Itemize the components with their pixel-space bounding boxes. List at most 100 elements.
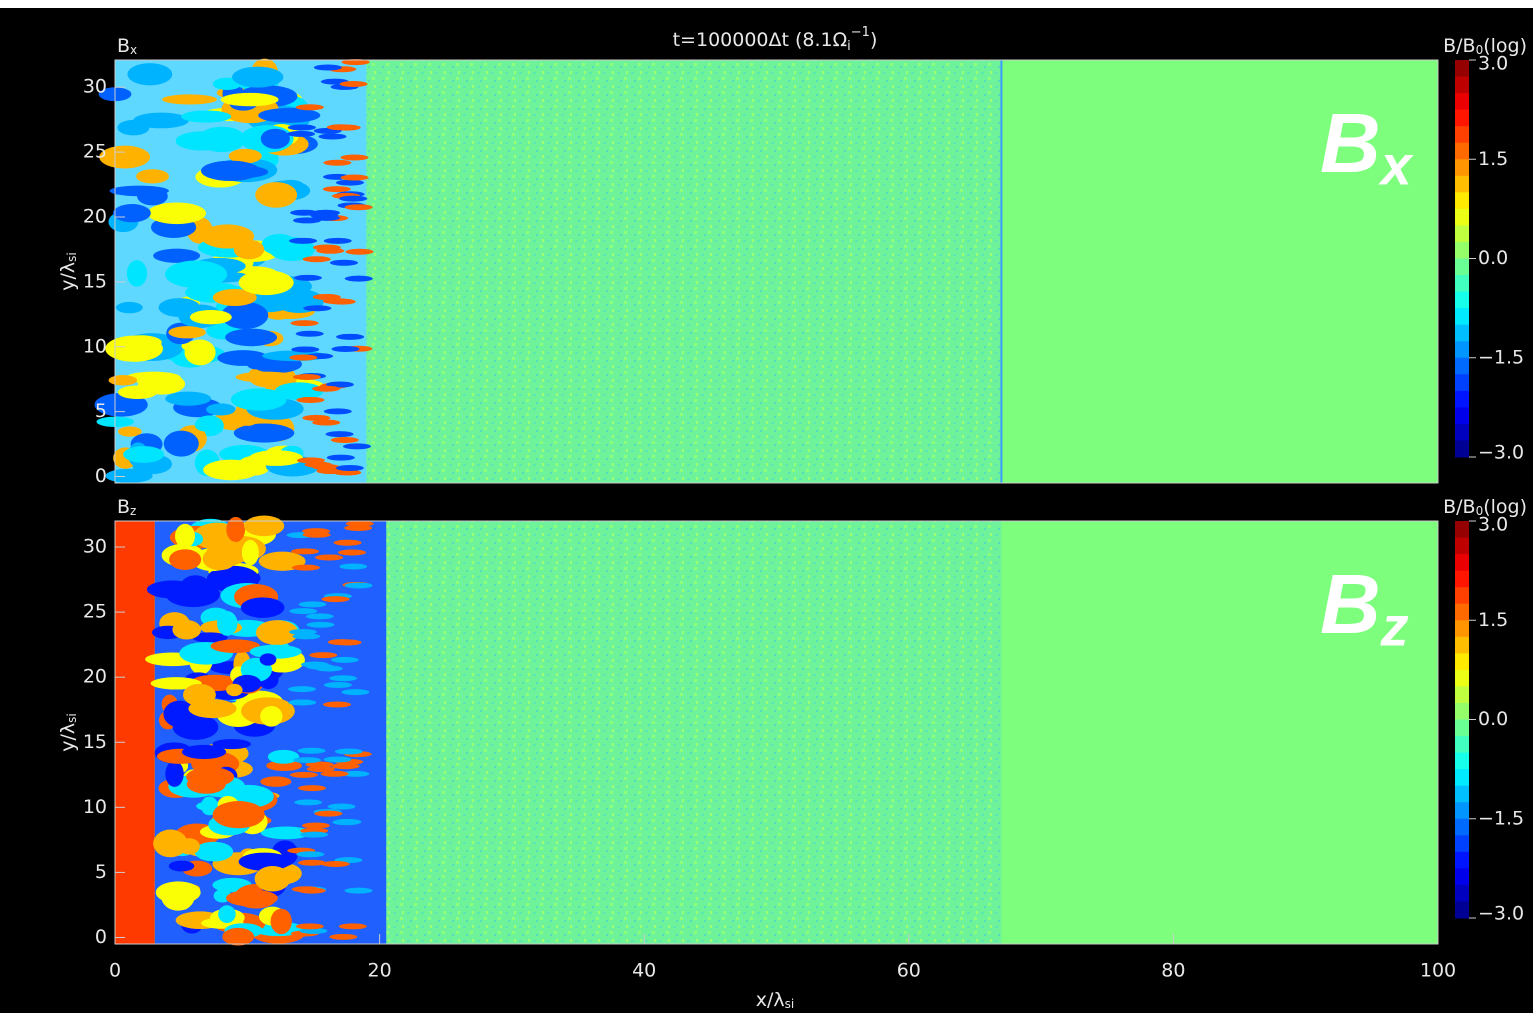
field-blob <box>249 450 303 466</box>
field-stripe <box>332 819 361 826</box>
field-blob <box>212 739 251 750</box>
colorbar-step <box>1455 357 1469 375</box>
title-end: ) <box>870 29 877 51</box>
field-stripe <box>300 831 329 838</box>
field-blob <box>137 187 168 206</box>
field-blob <box>183 683 216 707</box>
field-stripe <box>338 923 367 930</box>
field-stripe <box>287 124 316 131</box>
field-stripe <box>312 419 341 426</box>
field-blob <box>240 597 285 618</box>
field-stripe <box>300 661 329 668</box>
field-blob <box>221 301 269 330</box>
colorbar-step <box>1455 653 1469 671</box>
colorbar-step <box>1455 636 1469 654</box>
panel-annotation: Bz <box>1320 557 1409 657</box>
colorbar-label: B/B0(log) <box>1443 496 1527 518</box>
panel-label-sub: x <box>130 43 137 57</box>
colorbar-tick-label: 3.0 <box>1478 514 1508 536</box>
field-stripe <box>289 354 318 361</box>
field-stripe <box>341 689 370 696</box>
field-stripe <box>296 396 325 403</box>
field-stripe <box>339 195 368 202</box>
colorbar-step <box>1455 308 1469 326</box>
y-tick-label: 10 <box>83 796 107 818</box>
field-stripe <box>302 256 331 263</box>
field-blob <box>255 620 299 646</box>
y-tick-label: 15 <box>83 731 107 753</box>
colorbar-tick-label: 3.0 <box>1478 53 1508 75</box>
x-axis-label: x/λsi <box>756 989 794 1011</box>
colorbar-tick-label: 0.0 <box>1478 708 1508 730</box>
colorbar-step <box>1455 570 1469 588</box>
field <box>94 58 1438 483</box>
field-noise <box>366 521 1002 944</box>
field-blob <box>218 905 236 924</box>
colorbar-step <box>1455 126 1469 144</box>
colorbar-step <box>1455 192 1469 210</box>
field-stripe <box>316 468 345 475</box>
title-sub: i <box>847 39 851 54</box>
plot-frame <box>114 520 1439 945</box>
field-blob <box>238 270 294 296</box>
x-axis-label-sub: si <box>785 997 795 1011</box>
colorbar-step <box>1455 802 1469 820</box>
field-stripe <box>321 861 350 868</box>
field-stripe <box>290 320 319 327</box>
y-axis-label: y/λsi <box>57 713 79 751</box>
field-blob <box>175 523 196 549</box>
y-tick-label: 25 <box>83 141 107 163</box>
colorbar-step <box>1455 159 1469 177</box>
colorbar-step <box>1455 60 1469 78</box>
y-tick-label: 10 <box>83 335 107 357</box>
panel-annotation-main: B <box>1320 96 1381 190</box>
field-blob <box>206 403 236 416</box>
field-blob <box>116 301 143 314</box>
field-blob <box>267 749 300 764</box>
field-stripe <box>338 549 367 556</box>
field-stripe <box>339 563 368 570</box>
field-blob <box>259 653 277 666</box>
field-stripe <box>291 548 320 555</box>
field-blob <box>118 426 142 437</box>
field-stripe <box>315 554 344 561</box>
field-blob <box>147 202 207 225</box>
field-blob <box>172 619 202 640</box>
colorbar-label-end: (log) <box>1483 35 1527 57</box>
field-stripe <box>306 766 335 773</box>
field-stripe <box>313 64 342 71</box>
top-strip <box>0 0 1533 8</box>
colorbar-tick-label: −1.5 <box>1478 346 1524 368</box>
field-stripe <box>310 212 339 219</box>
field-stripe <box>312 385 341 392</box>
field-blob <box>127 63 173 86</box>
field-stripe <box>302 528 331 535</box>
field-red <box>115 521 155 944</box>
panel-label-main: B <box>117 496 130 518</box>
field-stripe <box>323 701 352 708</box>
field-stripe <box>293 274 322 281</box>
colorbar-step <box>1455 374 1469 392</box>
field-blob <box>181 744 227 760</box>
field <box>115 515 1438 946</box>
field-stripe <box>287 130 316 137</box>
colorbar-label-end: (log) <box>1483 496 1527 518</box>
field-stripe <box>339 81 368 88</box>
y-axis-label-main: y/λ <box>57 723 79 752</box>
field-noise <box>366 60 1002 483</box>
y-tick-label: 15 <box>83 270 107 292</box>
field-blob <box>200 160 261 182</box>
field-blob <box>165 260 228 289</box>
panel-label: Bz <box>117 496 136 518</box>
y-axis-label-sub: si <box>65 252 79 262</box>
field-blob <box>189 309 232 325</box>
field-blob <box>260 128 290 149</box>
colorbar-step <box>1455 258 1469 276</box>
x-tick-label: 100 <box>1420 960 1456 982</box>
colorbar-step <box>1455 818 1469 836</box>
field-stripe <box>345 520 374 527</box>
field-stripe <box>335 464 364 471</box>
field-stripe <box>292 373 321 380</box>
field-stripe <box>327 298 356 305</box>
